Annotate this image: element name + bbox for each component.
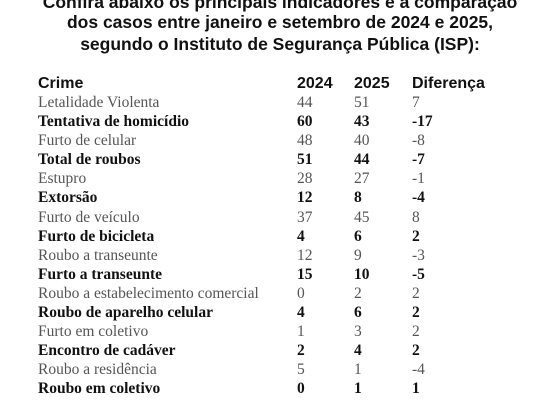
value-2024-cell: 1 xyxy=(297,323,305,341)
table-row: Roubo a estabelecimento comercial 0 2 2 xyxy=(0,284,560,303)
value-2025-cell: 6 xyxy=(354,304,362,322)
value-2025-cell: 6 xyxy=(354,227,362,245)
diferenca-cell: -17 xyxy=(412,113,433,131)
value-2024-cell: 28 xyxy=(297,170,313,188)
value-2024-cell: 60 xyxy=(297,113,313,131)
value-2024-cell: 2 xyxy=(297,342,305,360)
value-2025-cell: 51 xyxy=(354,94,370,111)
value-2025-cell: 10 xyxy=(354,265,370,283)
diferenca-cell: 2 xyxy=(412,342,420,360)
value-2025-cell: 40 xyxy=(354,132,370,150)
diferenca-cell: -4 xyxy=(412,361,425,379)
crime-cell: Roubo a estabelecimento comercial xyxy=(38,284,259,302)
value-2024-cell: 12 xyxy=(297,246,313,264)
table-row: Roubo de aparelho celular 4 6 2 xyxy=(0,303,560,322)
table-row: Total de roubos 51 44 -7 xyxy=(0,150,560,169)
crime-cell: Encontro de cadáver xyxy=(38,342,176,360)
header-diferenca: Diferença xyxy=(412,75,485,92)
table-row: Furto de veículo 37 45 8 xyxy=(0,208,560,227)
diferenca-cell: -5 xyxy=(412,265,425,283)
header-crime: Crime xyxy=(38,75,84,92)
value-2024-cell: 48 xyxy=(297,132,313,150)
header-2024: 2024 xyxy=(297,75,333,92)
value-2025-cell: 8 xyxy=(354,189,362,207)
value-2025-cell: 2 xyxy=(354,284,362,302)
diferenca-cell: -8 xyxy=(412,132,425,150)
crime-cell: Roubo de aparelho celular xyxy=(38,304,213,322)
diferenca-cell: 8 xyxy=(412,208,420,226)
table-row: Roubo a transeunte 12 9 -3 xyxy=(0,246,560,265)
diferenca-cell: -1 xyxy=(412,170,425,188)
table-row: Furto em coletivo 1 3 2 xyxy=(0,322,560,341)
diferenca-cell: 2 xyxy=(412,323,420,341)
value-2024-cell: 12 xyxy=(297,189,313,207)
value-2025-cell: 9 xyxy=(354,246,362,264)
diferenca-cell: 2 xyxy=(412,227,420,245)
value-2025-cell: 27 xyxy=(354,170,370,188)
crime-cell: Tentativa de homicídio xyxy=(38,113,189,131)
value-2025-cell: 4 xyxy=(354,342,362,360)
value-2024-cell: 0 xyxy=(297,284,305,302)
value-2025-cell: 3 xyxy=(354,323,362,341)
value-2025-cell: 43 xyxy=(354,113,370,131)
table-row: Estupro 28 27 -1 xyxy=(0,169,560,188)
diferenca-cell: 2 xyxy=(412,304,420,322)
crime-cell: Furto em coletivo xyxy=(38,323,149,341)
crime-cell: Letalidade Violenta xyxy=(38,94,160,111)
diferenca-cell: -4 xyxy=(412,189,425,207)
diferenca-cell: -3 xyxy=(412,246,425,264)
table-row: Extorsão 12 8 -4 xyxy=(0,188,560,207)
title-line-3: segundo o Instituto de Segurança Pública… xyxy=(80,34,480,54)
diferenca-cell: 7 xyxy=(412,94,420,111)
value-2025-cell: 44 xyxy=(354,151,370,169)
value-2024-cell: 4 xyxy=(297,304,305,322)
diferenca-cell: 2 xyxy=(412,284,420,302)
table-row: Furto de celular 48 40 -8 xyxy=(0,131,560,150)
table-row: Furto de bicicleta 4 6 2 xyxy=(0,227,560,246)
value-2025-cell: 1 xyxy=(354,380,362,398)
crime-cell: Total de roubos xyxy=(38,151,141,169)
value-2024-cell: 5 xyxy=(297,361,305,379)
value-2024-cell: 37 xyxy=(297,208,313,226)
header-2025: 2025 xyxy=(354,75,390,92)
crime-cell: Furto de celular xyxy=(38,132,137,150)
table-row: Roubo a residência 5 1 -4 xyxy=(0,360,560,379)
crime-cell: Furto de veículo xyxy=(38,208,140,226)
value-2024-cell: 4 xyxy=(297,227,305,245)
diferenca-cell: 1 xyxy=(412,380,420,398)
crime-cell: Roubo a residência xyxy=(38,361,157,379)
crime-cell: Roubo em coletivo xyxy=(38,380,161,398)
value-2025-cell: 1 xyxy=(354,361,362,379)
crime-cell: Furto a transeunte xyxy=(38,265,162,283)
crime-table: Letalidade Violenta 44 51 7 Tentativa de hom… xyxy=(0,93,560,399)
value-2024-cell: 15 xyxy=(297,265,313,283)
crime-cell: Estupro xyxy=(38,170,87,188)
table-row: Letalidade Violenta 44 51 7 xyxy=(0,93,560,112)
diferenca-cell: -7 xyxy=(412,151,425,169)
title-line-1: Confira abaixo os principais indicadores… xyxy=(42,0,518,12)
crime-cell: Roubo a transeunte xyxy=(38,246,158,264)
table-row: Furto a transeunte 15 10 -5 xyxy=(0,265,560,284)
table-row: Encontro de cadáver 2 4 2 xyxy=(0,341,560,360)
title-line-2: dos casos entre janeiro e setembro de 20… xyxy=(66,12,494,32)
value-2024-cell: 44 xyxy=(297,94,313,111)
value-2024-cell: 0 xyxy=(297,380,305,398)
value-2025-cell: 45 xyxy=(354,208,370,226)
table-row: Tentativa de homicídio 60 43 -17 xyxy=(0,112,560,131)
crime-cell: Extorsão xyxy=(38,189,98,207)
value-2024-cell: 51 xyxy=(297,151,313,169)
table-row: Roubo em coletivo 0 1 1 xyxy=(0,379,560,398)
crime-cell: Furto de bicicleta xyxy=(38,227,155,245)
